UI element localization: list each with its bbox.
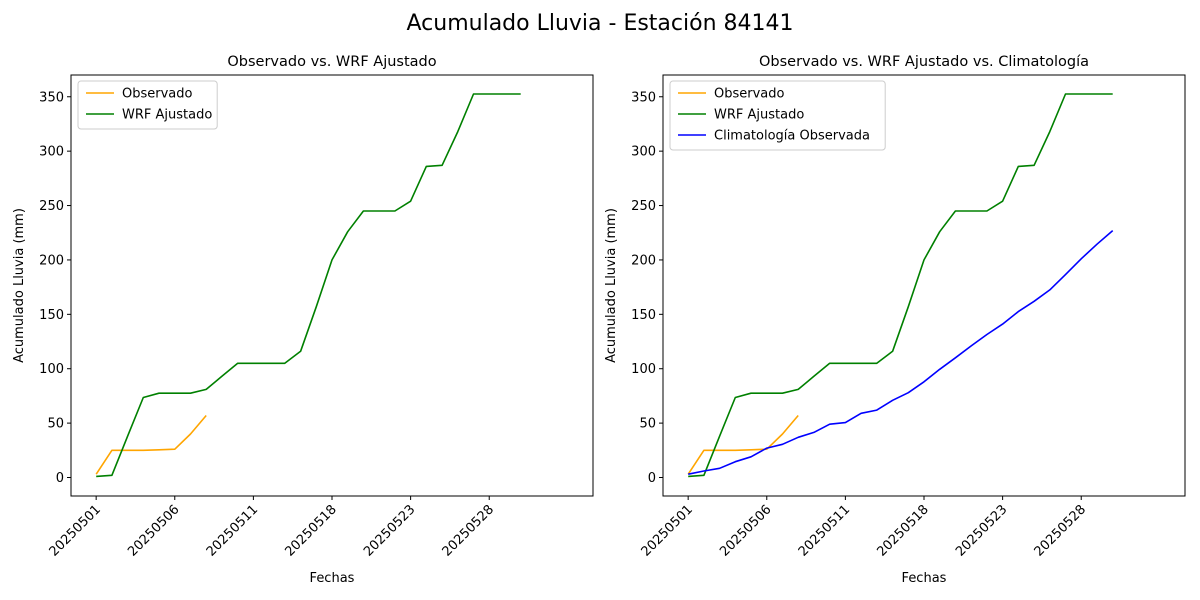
y-tick-label: 250 bbox=[39, 199, 64, 214]
chart-title: Observado vs. WRF Ajustado bbox=[227, 54, 436, 70]
chart-panel-right: Observado vs. WRF Ajustado vs. Climatolo… bbox=[604, 54, 1186, 586]
chart-panel-left: Observado vs. WRF Ajustado 0 50 100 150 200 25… bbox=[12, 54, 594, 586]
x-tick-label: 20250511 bbox=[204, 502, 261, 559]
y-tick-label: 350 bbox=[631, 90, 656, 105]
y-axis-label: Acumulado Lluvia (mm) bbox=[604, 208, 619, 363]
legend-label-wrf-ajustado: WRF Ajustado bbox=[122, 108, 212, 123]
y-tick-label: 250 bbox=[631, 199, 656, 214]
y-tick-label: 0 bbox=[56, 471, 64, 486]
legend-label-observado: Observado bbox=[122, 87, 193, 102]
x-axis-label: Fechas bbox=[902, 571, 947, 586]
y-tick-label: 300 bbox=[631, 145, 656, 160]
legend-box bbox=[669, 80, 886, 151]
y-tick-label: 200 bbox=[39, 253, 64, 268]
series-line-climatologia-observada bbox=[688, 229, 1114, 475]
y-axis-label: Acumulado Lluvia (mm) bbox=[12, 208, 27, 363]
x-tick-label: 20250501 bbox=[639, 502, 696, 559]
x-tick-label: 20250518 bbox=[874, 502, 931, 559]
plot-frame bbox=[662, 74, 1186, 497]
figure-suptitle: Acumulado Lluvia - Estación 84141 bbox=[407, 11, 794, 36]
y-tick-label: 50 bbox=[639, 417, 656, 432]
y-tick-label: 100 bbox=[39, 362, 64, 377]
y-tick-label: 100 bbox=[631, 362, 656, 377]
x-tick-label: 20250511 bbox=[796, 502, 853, 559]
x-axis-label: Fechas bbox=[310, 571, 355, 586]
x-tick-label: 20250523 bbox=[953, 502, 1010, 559]
y-tick-label: 350 bbox=[39, 90, 64, 105]
x-tick-label: 20250518 bbox=[282, 502, 339, 559]
series-line-wrf-ajustado bbox=[688, 93, 1113, 478]
series-line-wrf-ajustado bbox=[96, 93, 521, 478]
legend-label-wrf-ajustado: WRF Ajustado bbox=[714, 108, 804, 123]
legend-label-climatologia-observada: Climatología Observada bbox=[714, 129, 870, 144]
y-tick-label: 200 bbox=[631, 253, 656, 268]
x-tick-label: 20250523 bbox=[361, 502, 418, 559]
y-tick-label: 50 bbox=[47, 417, 64, 432]
x-tick-label: 20250506 bbox=[125, 502, 182, 559]
x-tick-label: 20250528 bbox=[1032, 502, 1089, 559]
series-line-observado bbox=[95, 414, 207, 475]
x-tick-label: 20250506 bbox=[717, 502, 774, 559]
chart-title: Observado vs. WRF Ajustado vs. Climatolo… bbox=[759, 54, 1089, 70]
y-tick-label: 300 bbox=[39, 145, 64, 160]
y-tick-label: 150 bbox=[39, 308, 64, 323]
plot-frame bbox=[70, 74, 594, 497]
x-tick-label: 20250528 bbox=[440, 502, 497, 559]
y-tick-label: 0 bbox=[648, 471, 656, 486]
legend-label-observado: Observado bbox=[714, 87, 785, 102]
x-tick-label: 20250501 bbox=[47, 502, 104, 559]
y-tick-label: 150 bbox=[631, 308, 656, 323]
series-line-observado bbox=[687, 414, 799, 475]
